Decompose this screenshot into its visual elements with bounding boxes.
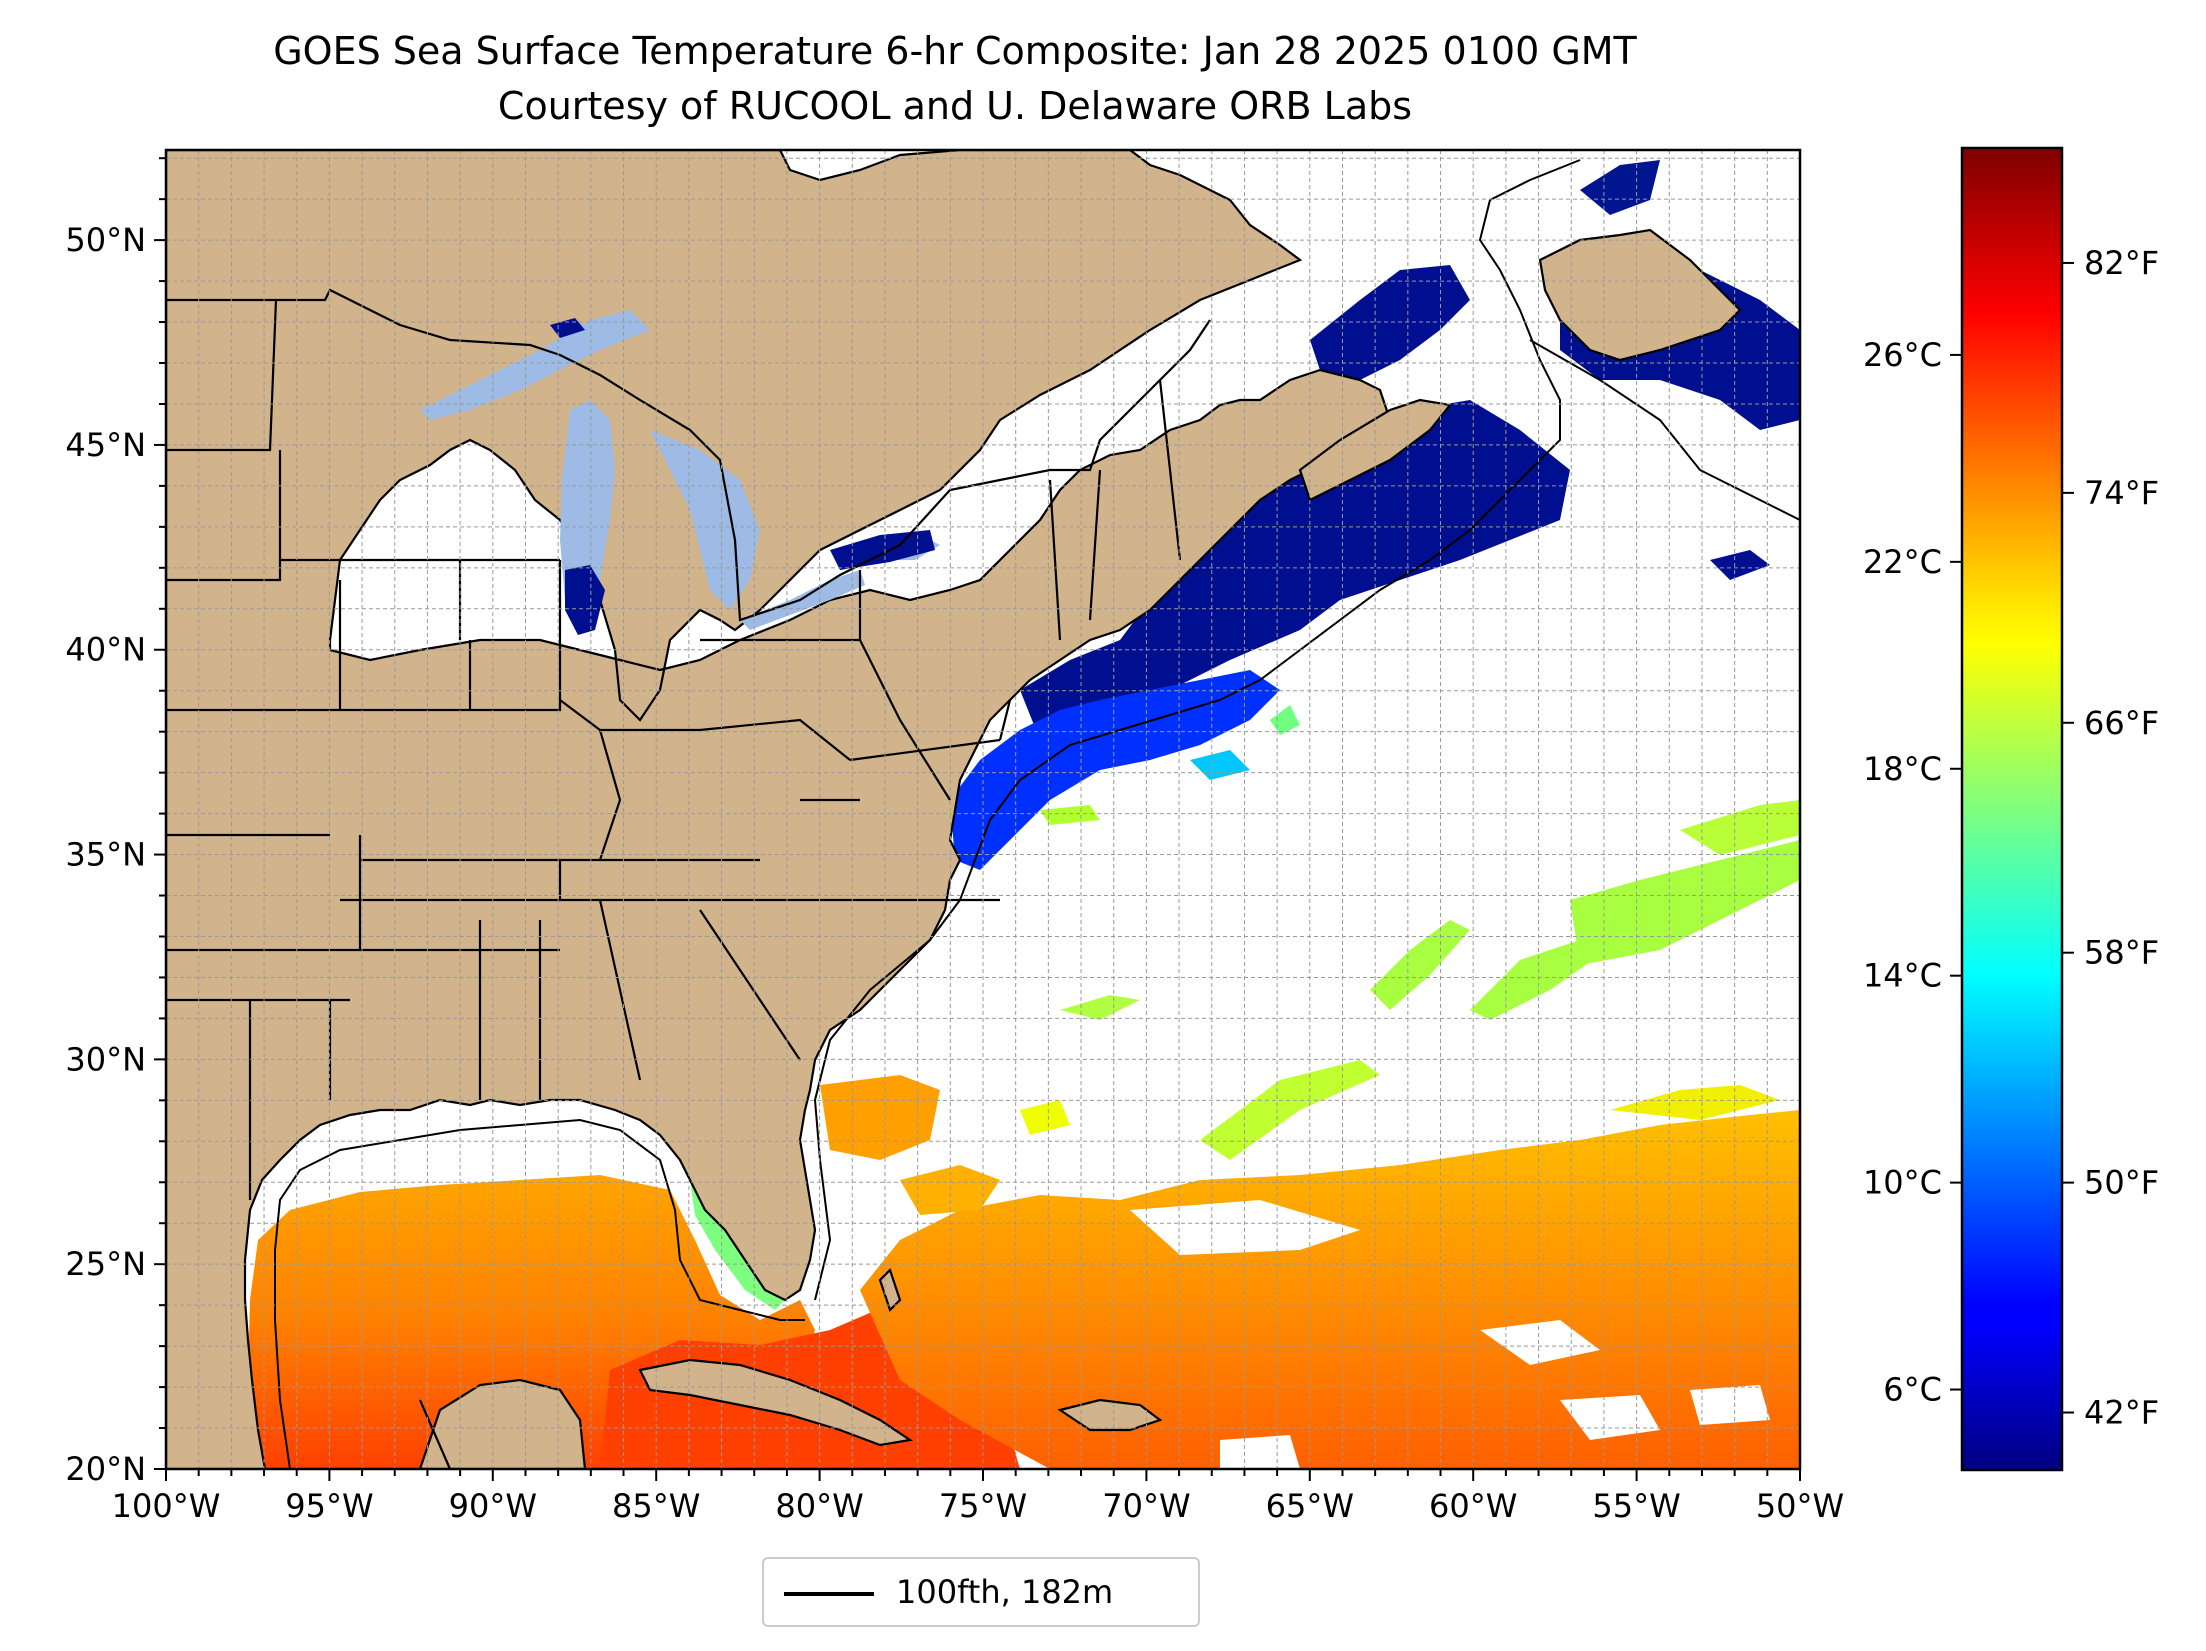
x-tick-label: 90°W (449, 1487, 537, 1525)
y-tick-label: 20°N (65, 1450, 146, 1488)
isobath-atlantic (813, 159, 1581, 1301)
y-tick-label: 45°N (65, 426, 146, 464)
x-tick-label: 100°W (112, 1487, 221, 1525)
lake-superior-cold-spot (550, 318, 585, 338)
sst-labrador-cold (1710, 550, 1770, 580)
x-tick-label: 95°W (285, 1487, 373, 1525)
sst-gulf-st-lawrence-cold (1310, 265, 1470, 380)
x-tick-label: 50°W (1756, 1487, 1844, 1525)
cloud-gap-3 (1560, 1395, 1660, 1440)
sst-atlantic-warm-band (860, 1110, 1800, 1469)
land-cuba (638, 1358, 913, 1447)
great-lakes (420, 310, 940, 630)
chart-title: GOES Sea Surface Temperature 6-hr Compos… (273, 29, 1637, 73)
land-nova-scotia (1298, 398, 1453, 502)
sst-orange-patch-1 (820, 1075, 940, 1160)
map-legend: 100fth, 182m (762, 1557, 1200, 1627)
sst-shelf-green-small (1040, 805, 1100, 825)
us-canada-border (166, 288, 1211, 622)
chart-subtitle: Courtesy of RUCOOL and U. Delaware ORB L… (497, 84, 1413, 128)
sst-greenyellow-streak-1 (1200, 1060, 1380, 1160)
sst-newfoundland-north (1580, 160, 1660, 215)
sst-mid-atlantic-shelf (950, 670, 1280, 870)
land-newfoundland (1538, 228, 1742, 362)
lake-erie (740, 570, 865, 630)
x-tick-label: 85°W (612, 1487, 700, 1525)
x-tick-label: 80°W (775, 1487, 863, 1525)
lake-huron (650, 430, 760, 610)
x-axis: 100°W 95°W 90°W 85°W 80°W 75°W 70°W 65°W 60°W 55°… (112, 1469, 1844, 1525)
x-tick-label: 65°W (1266, 1487, 1354, 1525)
sst-yellow-patch-3 (1020, 1100, 1070, 1135)
sst-green-small-1 (1060, 995, 1140, 1020)
lake-michigan-cold-water (565, 565, 605, 635)
land-yucatan (418, 1378, 587, 1469)
sst-gulf-of-maine-cold (1020, 400, 1570, 740)
x-tick-label: 75°W (939, 1487, 1027, 1525)
x-tick-label: 60°W (1429, 1487, 1517, 1525)
y-tick-label: 40°N (65, 631, 146, 669)
y-tick-label: 30°N (65, 1040, 146, 1078)
gridlines (165, 150, 1801, 1470)
lake-ontario-cold-water (830, 530, 935, 570)
state-boundaries (166, 299, 1182, 1470)
y-tick-label: 35°N (65, 836, 146, 874)
sst-yellow-small-2 (1610, 1085, 1780, 1120)
y-axis: 20°N 25°N 30°N 35°N 40°N 45°N 50°N (65, 157, 166, 1488)
legend-line-swatch (784, 1592, 874, 1596)
sst-greenyellow-streak-2 (1370, 920, 1470, 1010)
y-tick-label: 25°N (65, 1245, 146, 1283)
y-tick-label: 50°N (65, 221, 146, 259)
land-masses (166, 150, 1742, 1469)
cloud-gap-5 (1690, 1385, 1770, 1425)
isobath-gulf (274, 1118, 805, 1470)
lake-superior (420, 310, 650, 420)
land-north-america (166, 150, 1392, 1469)
cloud-gap-2 (1480, 1320, 1600, 1365)
x-tick-label: 70°W (1102, 1487, 1190, 1525)
land-hispaniola (1057, 1398, 1163, 1432)
sst-greenyellow-streak-3 (1470, 940, 1600, 1020)
x-tick-label: 55°W (1592, 1487, 1680, 1525)
legend-label: 100fth, 182m (896, 1573, 1114, 1611)
political-boundaries (166, 288, 1211, 1470)
cloud-gap-1 (1130, 1200, 1360, 1255)
cloud-gap-4 (1220, 1435, 1300, 1469)
sst-greenyellow-band-east (1570, 840, 1800, 965)
